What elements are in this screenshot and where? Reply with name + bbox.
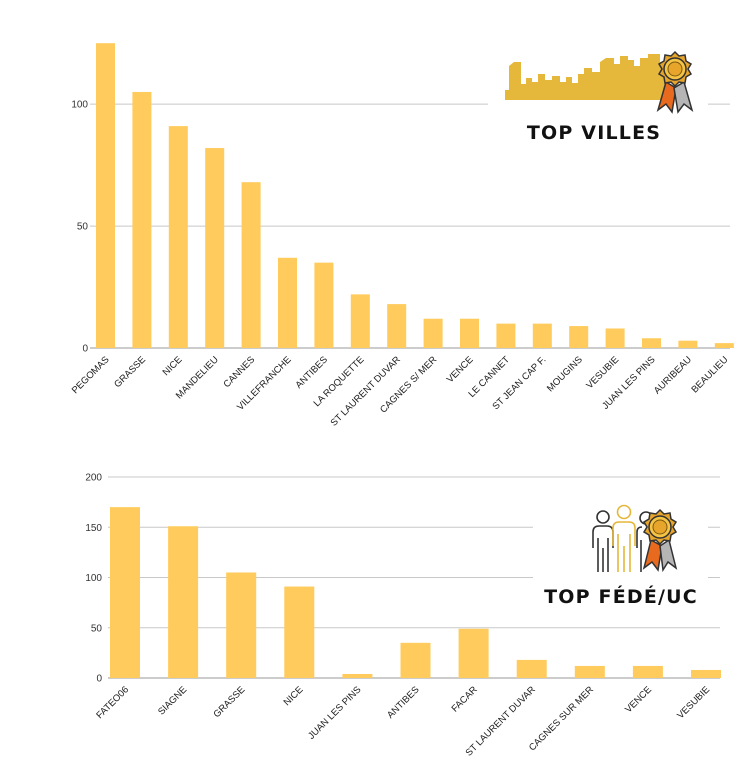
bar: [168, 526, 199, 678]
bar: [278, 257, 297, 348]
x-tick-label: SIAGNE: [156, 684, 189, 717]
top-fede-x-axis: FATEO06 SIAGNE GRASSE NICE JUAN LES PINS ANTI…: [94, 684, 712, 758]
y-tick-label: 100: [85, 573, 102, 584]
y-tick-label: 0: [96, 674, 102, 685]
x-tick-label: AURIBEAU: [652, 354, 694, 396]
x-tick-label: VENCE: [623, 684, 654, 715]
x-tick-label: VESUBIE: [675, 684, 712, 721]
y-tick-label: 200: [85, 473, 102, 484]
bar: [110, 507, 140, 678]
x-tick-label: ST LAURENT DUVAR: [329, 354, 403, 428]
bar: [642, 338, 661, 348]
bar: [605, 328, 625, 348]
x-tick-label: NICE: [282, 684, 306, 708]
bar: [284, 586, 315, 678]
y-tick-label: 100: [71, 100, 88, 111]
x-tick-label: CANNES: [221, 354, 257, 390]
bar: [714, 343, 734, 348]
x-tick-label: MOUGINS: [545, 354, 585, 394]
top-fede-y-axis: 0 50 100 150 200: [85, 473, 102, 685]
x-tick-label: NICE: [161, 354, 185, 378]
x-tick-label: FACAR: [450, 684, 480, 714]
bar: [516, 659, 547, 678]
x-tick-label: GRASSE: [112, 354, 148, 390]
bar: [314, 262, 334, 348]
bar: [458, 628, 489, 678]
bar: [205, 148, 225, 348]
bar: [350, 294, 370, 348]
bar: [569, 326, 589, 348]
top-villes-title: TOP VILLES: [527, 122, 661, 144]
top-fede-title: TOP FÉDÉ/UC: [544, 585, 698, 608]
award-medal-icon: [656, 50, 694, 114]
x-tick-label: VESUBIE: [584, 354, 621, 391]
y-tick-label: 0: [82, 344, 88, 355]
bar: [532, 323, 552, 348]
bar: [678, 340, 698, 348]
bar: [96, 43, 115, 348]
bar: [168, 126, 188, 348]
x-tick-label: ANTIBES: [293, 354, 330, 391]
x-tick-label: GRASSE: [212, 684, 248, 720]
x-tick-label: VENCE: [445, 354, 476, 385]
bar: [241, 182, 261, 348]
y-tick-label: 50: [91, 623, 103, 634]
y-tick-label: 50: [77, 222, 89, 233]
bar: [226, 572, 257, 678]
top-villes-title-panel: TOP VILLES: [488, 40, 708, 150]
top-fede-chart: 0 50 100 150 200 FATEO06 SIAGNE GRASSE NICE JUAN…: [85, 473, 721, 759]
bar: [387, 304, 407, 348]
x-tick-label: FATEO06: [94, 684, 131, 721]
bar: [132, 91, 152, 348]
x-tick-label: CAGNES SUR MER: [527, 684, 596, 753]
city-skyline-icon: [505, 54, 666, 100]
x-tick-label: PEGOMAS: [70, 354, 112, 396]
bar: [460, 318, 479, 348]
bar: [423, 318, 443, 348]
bar: [632, 665, 663, 678]
bar: [496, 323, 516, 348]
bar: [342, 673, 373, 678]
bar: [574, 665, 605, 678]
y-tick-label: 150: [85, 523, 102, 534]
bar: [691, 669, 721, 678]
top-villes-bars: [96, 43, 734, 348]
people-icon: [592, 504, 653, 572]
top-fede-title-panel: TOP FÉDÉ/UC: [533, 497, 708, 610]
x-tick-label: BEAULIEU: [689, 354, 730, 395]
x-tick-label: ANTIBES: [385, 684, 422, 721]
bar: [400, 642, 431, 678]
award-medal-icon: [642, 508, 678, 573]
x-tick-label: JUAN LES PINS: [306, 684, 363, 741]
top-fede-bars: [110, 507, 721, 678]
top-villes-y-axis: 0 50 100: [71, 100, 88, 355]
